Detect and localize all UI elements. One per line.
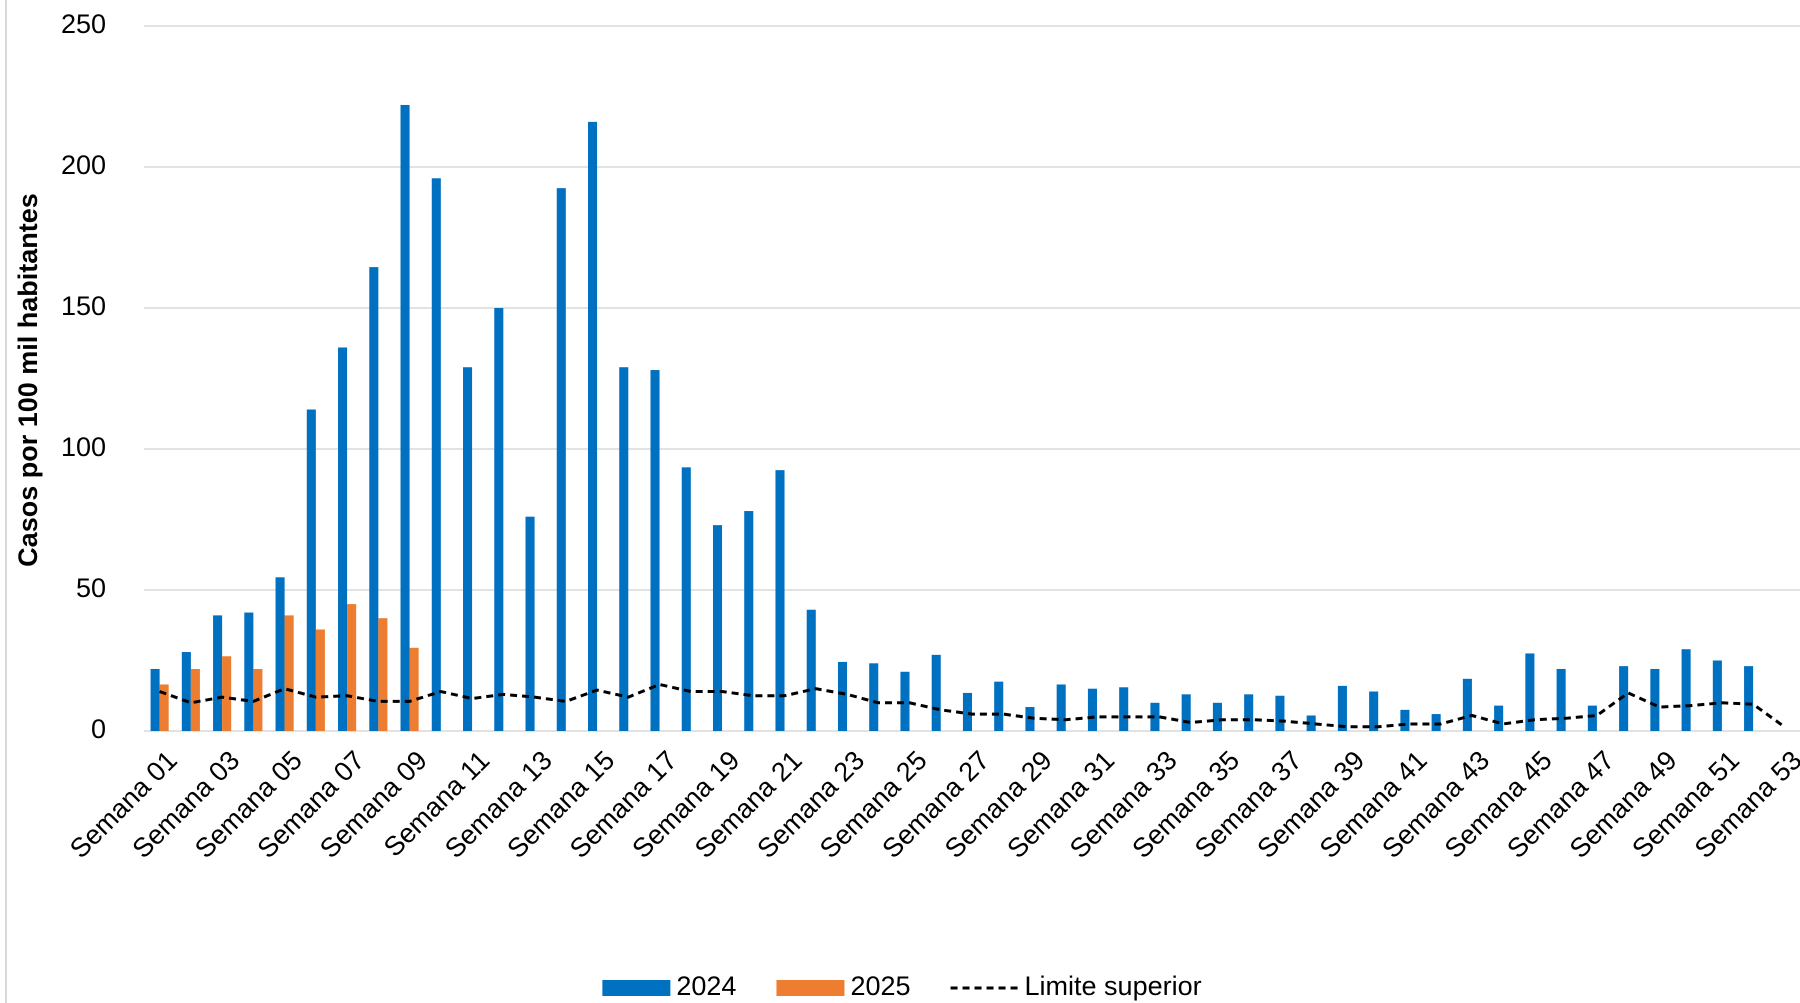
bar xyxy=(369,267,379,731)
bar xyxy=(556,188,566,731)
bar xyxy=(1181,694,1191,731)
bar xyxy=(378,618,388,731)
bar xyxy=(806,609,816,731)
bar xyxy=(1369,691,1379,731)
legend-swatch xyxy=(776,980,845,996)
bar xyxy=(681,467,691,731)
bar xyxy=(837,661,848,731)
bar xyxy=(1587,705,1597,731)
legend-swatch xyxy=(602,980,671,996)
bar xyxy=(315,629,325,731)
y-tick-label: 150 xyxy=(61,291,106,321)
bar xyxy=(900,671,910,731)
bar xyxy=(1306,715,1316,731)
bar xyxy=(650,370,660,731)
bar xyxy=(494,308,504,731)
bar xyxy=(431,178,441,731)
bar xyxy=(306,409,316,731)
y-tick-label: 100 xyxy=(61,432,106,462)
y-tick-label: 200 xyxy=(61,150,106,180)
bar xyxy=(931,654,941,731)
bar xyxy=(1650,668,1660,731)
bar xyxy=(1056,684,1066,731)
bar xyxy=(1462,678,1472,731)
bar xyxy=(619,367,629,731)
legend-label: 2024 xyxy=(676,971,736,1001)
bar xyxy=(1400,709,1410,731)
bar xyxy=(1087,688,1097,731)
bar xyxy=(400,104,410,731)
bar xyxy=(775,470,785,731)
bar xyxy=(744,511,754,731)
bar xyxy=(1150,702,1160,731)
bar xyxy=(1619,666,1629,731)
bar xyxy=(1275,695,1285,731)
y-tick-label: 50 xyxy=(76,573,106,603)
bar xyxy=(1712,660,1722,731)
bar xyxy=(275,577,285,731)
bar xyxy=(1556,668,1566,731)
bar xyxy=(869,663,879,731)
bar xyxy=(1244,694,1254,731)
bar xyxy=(1525,653,1535,731)
legend-label: Limite superior xyxy=(1025,971,1202,1001)
bar xyxy=(150,668,160,731)
bar xyxy=(1212,702,1222,731)
bar xyxy=(213,615,223,731)
bar xyxy=(463,367,473,731)
bar xyxy=(1337,685,1347,731)
bar xyxy=(1119,687,1129,731)
bar xyxy=(159,684,169,731)
bar xyxy=(994,681,1004,731)
bar xyxy=(587,121,598,731)
bar xyxy=(962,692,972,731)
bar xyxy=(1681,649,1691,731)
y-tick-label: 250 xyxy=(61,9,106,39)
bar xyxy=(181,652,191,731)
bar xyxy=(1494,705,1504,731)
bar xyxy=(284,615,294,731)
line xyxy=(159,682,1786,729)
bar xyxy=(712,525,723,731)
y-axis-title: Casos por 100 mil habitantes xyxy=(13,193,43,567)
bar xyxy=(222,656,232,731)
bar xyxy=(409,647,419,731)
y-tick-label: 0 xyxy=(91,714,106,744)
bar xyxy=(244,612,254,731)
bar xyxy=(347,604,357,731)
bar xyxy=(525,516,535,731)
bar xyxy=(338,347,348,731)
bar xyxy=(190,668,200,731)
legend-label: 2025 xyxy=(850,971,910,1001)
bar xyxy=(1744,666,1754,731)
